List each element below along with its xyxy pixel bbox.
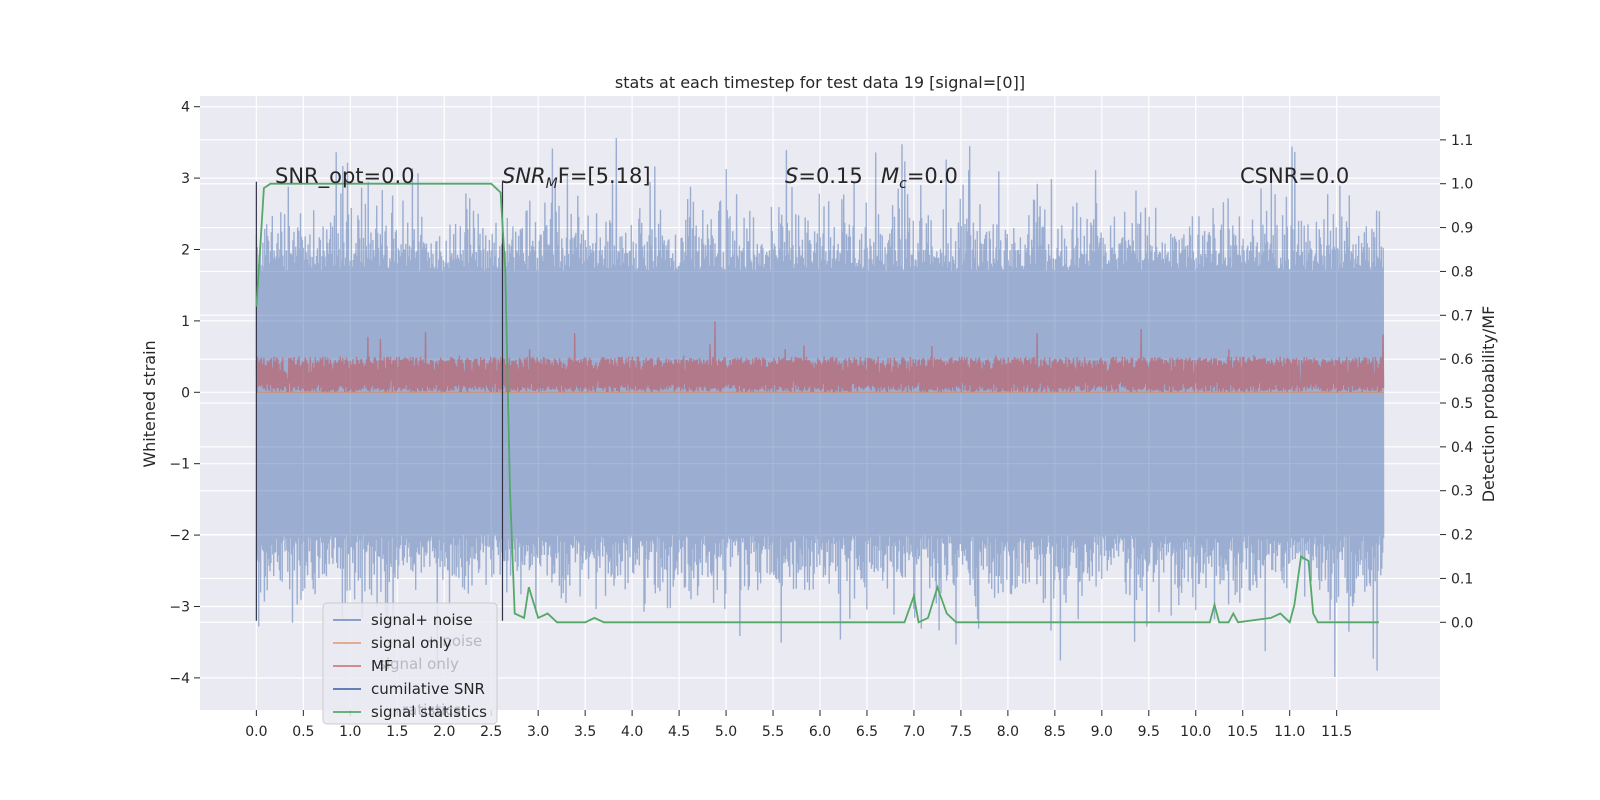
y-right-tick-label-2: 0.2 [1451,528,1473,544]
y-right-tick-label-11: 1.1 [1451,133,1473,149]
y-left-tick-label-1: −3 [169,599,190,615]
x-tick-label-4: 2.0 [433,724,455,740]
y-right-tick-label-4: 0.4 [1451,440,1473,456]
y-left-tick-label-3: −1 [169,457,190,473]
series-mf [255,321,1385,393]
x-tick-label-9: 4.5 [668,724,690,740]
y-right-tick-label-10: 1.0 [1451,177,1473,193]
x-tick-label-21: 10.5 [1227,724,1258,740]
y-right-tick-label-7: 0.7 [1451,308,1473,324]
x-axis: 0.0 0.5 1.0 1.5 2.0 2.5 3.0 3.5 4.0 4.5 5.0 5.5 6.0 6… [245,710,1352,740]
s-stat-var: S [785,164,798,188]
y-right-tick-label-9: 0.9 [1451,221,1473,237]
x-tick-label-0: 0.0 [245,724,267,740]
y-left-tick-label-5: 1 [181,314,190,330]
annotation-snr-mf: SNRMF=[5.18] [502,164,651,192]
x-tick-label-10: 5.0 [715,724,737,740]
legend-label-2: MF [371,657,393,675]
y-right-tick-label-0: 0.0 [1451,615,1473,631]
mc-sub: c [899,176,907,192]
series-signal-statistics [255,182,1379,624]
x-tick-label-12: 6.0 [809,724,831,740]
x-tick-label-2: 1.0 [339,724,361,740]
y-left-tick-label-0: −4 [169,671,190,687]
y-axis-label-left: Whitened strain [140,340,159,467]
y-right-tick-label-6: 0.6 [1451,352,1473,368]
x-tick-label-13: 6.5 [856,724,878,740]
y-axis-label-right: Detection probability/MF [1479,306,1498,503]
x-tick-label-15: 7.5 [950,724,972,740]
x-tick-label-22: 11.0 [1274,724,1305,740]
snr-mf-var: SNR [502,164,546,188]
annotation-mc: Mc=0.0 [881,164,958,192]
y-right-tick-label-8: 0.8 [1451,264,1473,280]
x-tick-label-1: 0.5 [292,724,314,740]
legend-label-0: signal+ noise [371,611,473,629]
legend-ghost-1: signal only [378,655,459,673]
y-right-tick-label-3: 0.3 [1451,484,1473,500]
x-tick-label-6: 3.0 [527,724,549,740]
x-tick-label-3: 1.5 [386,724,408,740]
legend-ghost-text: + noise signal only ratistics [378,632,482,719]
x-tick-label-20: 10.0 [1180,724,1211,740]
y-left-tick-label-6: 2 [181,243,190,259]
y-left-tick-label-8: 4 [181,100,190,116]
y-axis-right: 0.0 0.1 0.2 0.3 0.4 0.5 0.6 0.7 0.8 0.9 1.0 1.1 [1440,133,1473,631]
chart-title: stats at each timestep for test data 19 … [615,73,1025,92]
s-stat-val: =0.15 [798,164,862,188]
snr-mf-sub: M [546,176,558,192]
y-right-tick-label-5: 0.5 [1451,396,1473,412]
legend-label-1: signal only [371,634,452,652]
y-left-tick-label-2: −2 [169,528,190,544]
legend-label-4: signal statistics [371,703,487,721]
series-signal-noise [255,137,1385,678]
x-tick-label-8: 4.0 [621,724,643,740]
y-axis-left: −4 −3 −2 −1 0 1 2 3 4 [169,100,200,687]
series-layer [255,137,1385,678]
mc-var: M [881,164,899,188]
x-tick-label-7: 3.5 [574,724,596,740]
legend-ghost-0: + noise [425,632,482,650]
snr-mf-val: F=[5.18] [558,164,651,188]
x-tick-label-16: 8.0 [997,724,1019,740]
legend-box [322,602,498,725]
annotation-snr-opt: SNR_opt=0.0 [275,164,415,189]
y-left-tick-label-4: 0 [181,385,190,401]
y-left-tick-label-7: 3 [181,171,190,187]
mc-val: =0.0 [907,164,958,188]
y-right-tick-label-1: 0.1 [1451,571,1473,587]
x-tick-label-5: 2.5 [480,724,502,740]
x-tick-label-17: 8.5 [1044,724,1066,740]
annotation-csnr: CSNR=0.0 [1240,164,1349,188]
legend-label-3: cumilative SNR [371,680,485,698]
x-tick-label-14: 7.0 [903,724,925,740]
x-tick-label-18: 9.0 [1091,724,1113,740]
x-tick-label-19: 9.5 [1138,724,1160,740]
x-tick-label-23: 11.5 [1321,724,1352,740]
annotations: SNR_opt=0.0 SNRMF=[5.18] S=0.15 Mc=0.0 C… [275,164,1349,192]
x-tick-label-11: 5.5 [762,724,784,740]
annotation-s-stat: S=0.15 [785,164,863,188]
legend-ghost-2: ratistics [402,701,462,719]
